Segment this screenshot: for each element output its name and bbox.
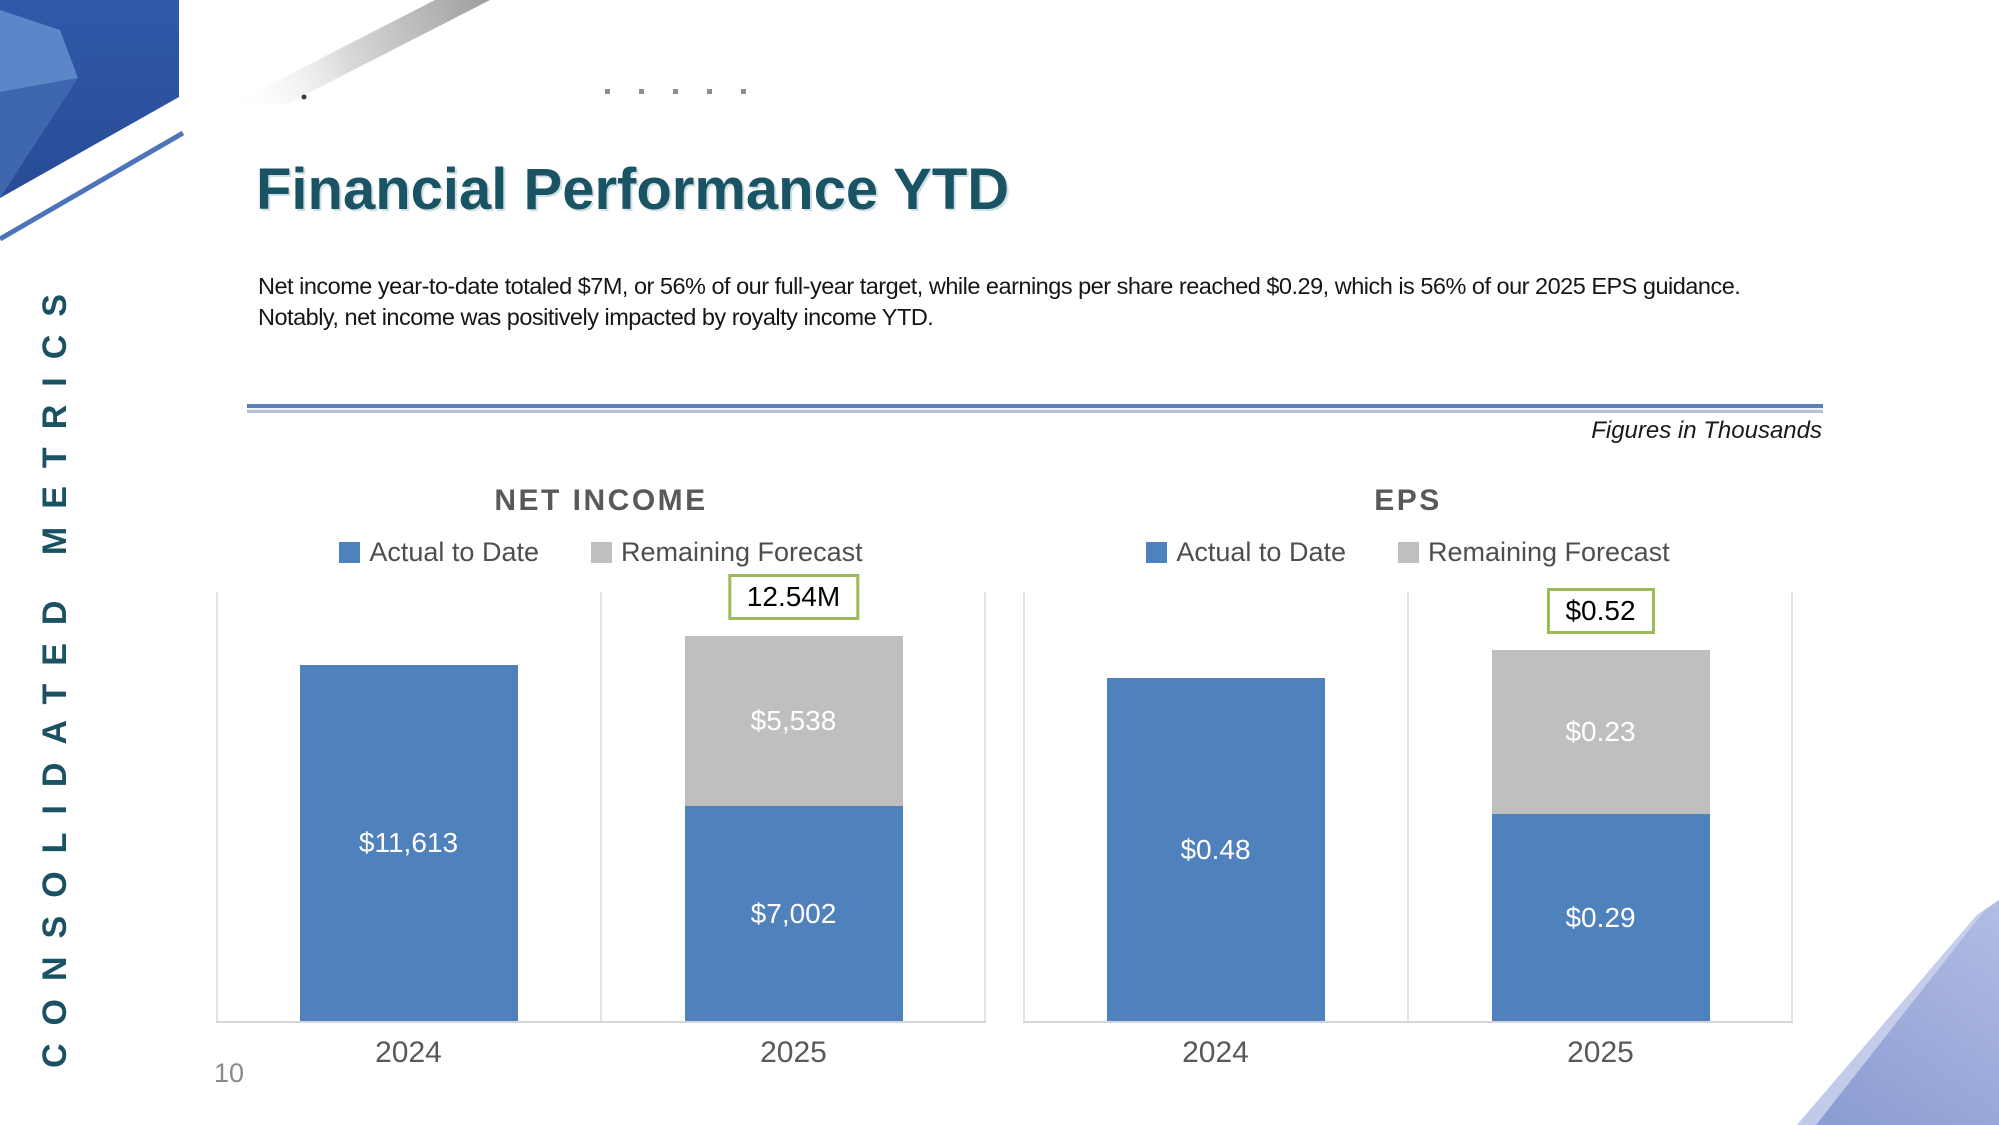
x-axis-net-income: 2024 2025 (216, 1036, 986, 1070)
corner-logo-icon (0, 0, 185, 242)
gridline (216, 592, 218, 1021)
legend-swatch-forecast-icon (1397, 542, 1419, 563)
bar-value-label: $0.23 (1565, 716, 1636, 747)
chart-title-eps: EPS (1374, 484, 1442, 517)
figures-note: Figures in Thousands (1591, 417, 1822, 444)
page-number: 10 (214, 1058, 245, 1088)
legend-item-forecast: Remaining Forecast (1397, 537, 1670, 568)
legend-swatch-actual-icon (1146, 542, 1168, 563)
x-axis-label: 2025 (1567, 1036, 1634, 1069)
total-label: $0.52 (1546, 588, 1655, 634)
x-axis-eps: 2024 2025 (1023, 1036, 1793, 1070)
chart-title-net-income: NET INCOME (494, 484, 708, 517)
x-axis-label: 2024 (1182, 1036, 1249, 1069)
gridline (984, 592, 986, 1021)
speck-dot (301, 94, 307, 100)
dot (605, 89, 610, 94)
legend-item-forecast: Remaining Forecast (590, 537, 863, 568)
summary-text: Net income year-to-date totaled $7M, or … (258, 273, 1741, 331)
total-label: 12.54M (727, 574, 860, 620)
dot (639, 89, 644, 94)
gridline (1791, 592, 1793, 1021)
bar-segment-actual: $0.48 (1106, 678, 1325, 1021)
gridline (1407, 592, 1409, 1021)
legend-label: Remaining Forecast (1427, 537, 1670, 567)
bar-segment-forecast: $0.23 (1491, 650, 1710, 814)
bar-value-label: $7,002 (750, 897, 837, 929)
gray-ribbon-icon (230, 0, 490, 105)
dot (707, 89, 712, 94)
page-title: Financial Performance YTD (256, 157, 1010, 222)
x-axis-label: 2025 (760, 1036, 827, 1069)
divider-line (247, 404, 1823, 413)
legend-item-actual: Actual to Date (339, 537, 539, 568)
plot-area-net-income: $11,613 $7,002 $5,538 12.54M (216, 574, 986, 1023)
corner-band-icon (1797, 900, 1999, 1125)
bar-value-label: $11,613 (358, 827, 459, 858)
chart-legend: Actual to Date Remaining Forecast (1023, 537, 1793, 568)
x-axis-label: 2024 (375, 1036, 442, 1069)
gridline (600, 592, 602, 1021)
bar-segment-forecast: $5,538 (684, 636, 903, 806)
bar-segment-actual: $0.29 (1491, 814, 1710, 1021)
legend-label: Actual to Date (369, 537, 539, 567)
plot-area-eps: $0.48 $0.29 $0.23 $0.52 (1023, 588, 1793, 1023)
bar-value-label: $0.29 (1565, 901, 1636, 933)
bar-segment-actual: $7,002 (684, 806, 903, 1021)
chart-legend: Actual to Date Remaining Forecast (216, 537, 986, 568)
legend-swatch-actual-icon (339, 542, 361, 563)
legend-swatch-forecast-icon (590, 542, 612, 563)
bar-segment-actual: $11,613 (299, 665, 518, 1021)
dot (673, 89, 678, 94)
legend-label: Remaining Forecast (620, 537, 863, 567)
side-label: CONSOLIDATED METRICS (36, 276, 74, 1068)
bar-value-label: $5,538 (750, 705, 837, 736)
legend-item-actual: Actual to Date (1146, 537, 1346, 568)
dot (741, 89, 746, 94)
gridline (1023, 592, 1025, 1021)
legend-label: Actual to Date (1176, 537, 1346, 567)
bar-value-label: $0.48 (1180, 833, 1251, 865)
slide-dots (605, 89, 746, 94)
